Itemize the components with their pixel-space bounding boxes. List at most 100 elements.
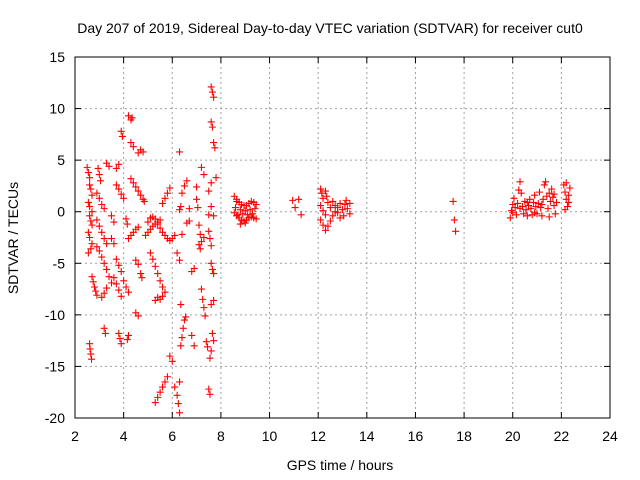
data-point (450, 216, 458, 224)
data-point (200, 234, 208, 241)
data-point (93, 189, 101, 197)
data-point (210, 212, 218, 220)
data-point (540, 181, 548, 189)
y-tick-label: 15 (49, 49, 65, 65)
data-point (538, 212, 546, 220)
data-point (100, 205, 108, 213)
data-point (534, 199, 542, 207)
data-point (190, 264, 198, 272)
data-point (251, 205, 259, 213)
data-point (117, 340, 125, 348)
plot-frame (74, 56, 611, 419)
data-point (87, 350, 95, 358)
chart-title: Day 207 of 2019, Sidereal Day-to-day VTE… (77, 20, 583, 36)
data-point (137, 270, 145, 278)
data-point (95, 194, 103, 202)
data-point (149, 255, 157, 263)
grid-lines (75, 57, 610, 418)
data-point (166, 184, 174, 192)
data-point (317, 202, 325, 210)
data-point (166, 352, 174, 360)
data-point (183, 177, 191, 185)
data-point (212, 174, 220, 182)
data-point (154, 270, 162, 278)
x-tick-label: 20 (505, 428, 521, 444)
data-point (98, 253, 106, 261)
data-point (112, 164, 120, 172)
data-point (87, 217, 95, 225)
data-point (88, 240, 96, 248)
data-point (346, 199, 354, 207)
data-point (206, 235, 214, 243)
data-point (295, 195, 303, 203)
y-axis-ticks: 15 10 5 0 -5 -10 -15 -20 (45, 49, 610, 426)
data-point (331, 202, 339, 210)
x-tick-label: 22 (554, 428, 570, 444)
data-point (200, 171, 208, 179)
data-point (159, 283, 167, 291)
data-point (90, 283, 98, 291)
data-point (117, 292, 125, 300)
data-point (509, 209, 517, 217)
data-point (193, 183, 201, 191)
data-point (117, 190, 125, 198)
data-point (88, 191, 96, 199)
data-point (234, 211, 242, 219)
data-point (97, 177, 105, 185)
data-point (88, 208, 96, 216)
data-point (246, 206, 254, 214)
data-point (289, 196, 297, 204)
data-point (291, 204, 299, 212)
data-point (205, 187, 213, 195)
data-point (122, 283, 130, 291)
data-point (93, 291, 101, 299)
data-point (115, 286, 123, 294)
data-point (340, 212, 348, 220)
data-point (233, 197, 241, 205)
data-point (208, 265, 216, 273)
x-tick-label: 4 (120, 428, 128, 444)
data-point (241, 219, 249, 227)
data-point (550, 190, 558, 198)
data-point (115, 261, 123, 269)
data-point (207, 203, 215, 211)
data-point (336, 214, 344, 222)
data-point (134, 260, 142, 268)
data-point (178, 230, 186, 238)
data-point (84, 198, 92, 206)
data-point (163, 189, 171, 197)
data-point (236, 220, 244, 228)
data-point (93, 216, 101, 224)
data-point (343, 205, 351, 213)
data-point (232, 204, 239, 212)
data-point (205, 211, 213, 219)
data-point (321, 187, 329, 195)
data-point (103, 265, 111, 273)
data-point (100, 324, 108, 332)
data-point (88, 221, 96, 229)
data-point (207, 347, 215, 355)
data-point (179, 324, 187, 332)
data-point (140, 197, 148, 205)
data-point (84, 228, 92, 236)
data-point (84, 249, 92, 257)
data-point (110, 274, 118, 282)
data-point (110, 218, 118, 226)
data-point (112, 181, 120, 189)
y-tick-label: 5 (57, 152, 65, 168)
data-point (100, 259, 108, 267)
data-point (122, 215, 130, 223)
data-point (538, 200, 546, 208)
data-point (207, 179, 215, 187)
data-point (95, 247, 103, 255)
data-point (87, 185, 95, 193)
data-point (105, 273, 113, 281)
data-point (549, 193, 557, 201)
data-point (452, 227, 460, 235)
data-point (146, 249, 154, 257)
data-point (197, 163, 205, 171)
data-point (92, 287, 100, 295)
data-point (520, 210, 528, 218)
data-point (173, 249, 181, 257)
